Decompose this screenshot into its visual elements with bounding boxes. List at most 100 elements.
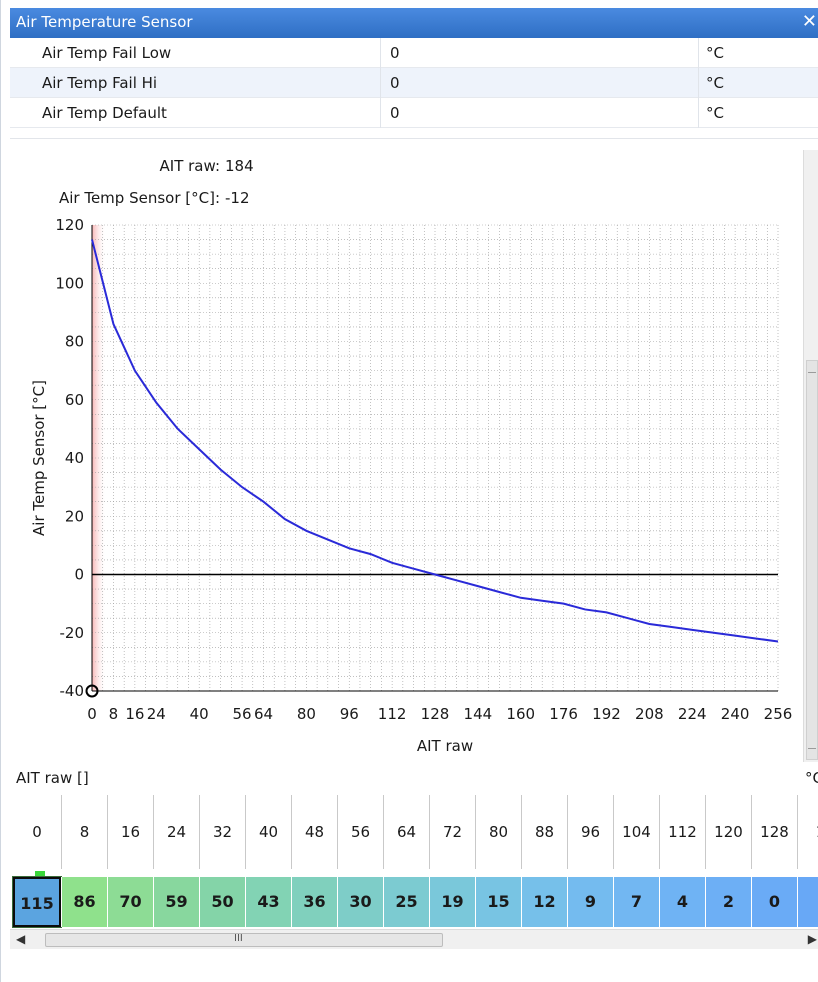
y-tick-label: 80 bbox=[65, 333, 84, 351]
x-tick-label: 56 bbox=[233, 705, 252, 723]
y-tick-label: 20 bbox=[65, 507, 84, 525]
title-bar[interactable]: Air Temperature Sensor ✕ bbox=[10, 8, 818, 38]
table-value-cell[interactable]: 4 bbox=[659, 877, 705, 927]
param-row-fail-hi[interactable]: Air Temp Fail Hi 0 °C bbox=[10, 68, 818, 98]
x-axis-title: AIT raw bbox=[417, 737, 473, 755]
x-tick-label: 192 bbox=[592, 705, 621, 723]
table-x-cell: 48 bbox=[291, 795, 337, 869]
param-value-field[interactable]: 0 bbox=[390, 74, 400, 92]
table-value-cell[interactable]: 25 bbox=[383, 877, 429, 927]
cursor-marker bbox=[85, 684, 99, 698]
scroll-grip-icon: III bbox=[234, 933, 243, 944]
raw-readout-label: AIT raw: bbox=[159, 157, 220, 175]
y-tick-label: 0 bbox=[74, 566, 84, 584]
table-value-cell[interactable]: 0 bbox=[751, 877, 797, 927]
scroll-right-icon[interactable]: ▶ bbox=[807, 932, 817, 946]
table-x-cell: 112 bbox=[659, 795, 705, 869]
vertical-scrollbar[interactable] bbox=[803, 150, 818, 762]
x-tick-label: 176 bbox=[549, 705, 578, 723]
raw-readout: AIT raw: 184 bbox=[10, 157, 330, 179]
x-tick-label: 208 bbox=[635, 705, 664, 723]
y-tick-label: 40 bbox=[65, 449, 84, 467]
table-value-cell[interactable]: 9 bbox=[567, 877, 613, 927]
table-value-cell[interactable]: 19 bbox=[429, 877, 475, 927]
x-tick-label: 80 bbox=[297, 705, 316, 723]
window-title: Air Temperature Sensor bbox=[16, 13, 193, 31]
temp-readout-label: Air Temp Sensor [°C]: bbox=[58, 189, 220, 207]
table-x-cell: 88 bbox=[521, 795, 567, 869]
param-value-field[interactable]: 0 bbox=[390, 104, 400, 122]
temperature-curve-line bbox=[91, 239, 779, 643]
param-unit: °C bbox=[706, 74, 724, 92]
column-divider bbox=[698, 68, 699, 98]
table-value-cell[interactable]: 30 bbox=[337, 877, 383, 927]
horizontal-scrollbar[interactable]: ◀ III ▶ bbox=[10, 929, 818, 949]
column-divider bbox=[380, 98, 381, 128]
table-value-cell[interactable]: 2 bbox=[705, 877, 751, 927]
table-value-cell[interactable]: 86 bbox=[61, 877, 107, 927]
x-tick-label: 128 bbox=[421, 705, 450, 723]
x-tick-label: 8 bbox=[109, 705, 119, 723]
x-tick-label: 112 bbox=[378, 705, 407, 723]
y-axis-title: Air Temp Sensor [°C] bbox=[30, 380, 48, 536]
table-value-cell[interactable]: 7 bbox=[613, 877, 659, 927]
table-unit-label: °C bbox=[805, 769, 818, 787]
column-divider bbox=[698, 98, 699, 128]
table-value-cell[interactable] bbox=[797, 877, 818, 927]
scroll-grip-icon bbox=[808, 372, 816, 373]
scroll-grip-icon bbox=[808, 748, 816, 749]
table-x-cell: 56 bbox=[337, 795, 383, 869]
param-unit: °C bbox=[706, 104, 724, 122]
table-x-cell: 1 bbox=[797, 795, 818, 869]
x-tick-label: 16 bbox=[125, 705, 144, 723]
chart-panel: AIT raw: 184 Air Temp Sensor [°C]: -12 1… bbox=[10, 138, 818, 763]
param-row-fail-low[interactable]: Air Temp Fail Low 0 °C bbox=[10, 38, 818, 68]
x-tick-label: 0 bbox=[87, 705, 97, 723]
table-value-cell-selected[interactable]: 115 bbox=[12, 876, 62, 928]
temp-readout-value: -12 bbox=[225, 189, 250, 207]
x-tick-label: 224 bbox=[678, 705, 707, 723]
x-tick-label: 40 bbox=[190, 705, 209, 723]
table-x-cell: 40 bbox=[245, 795, 291, 869]
table-x-cell: 64 bbox=[383, 795, 429, 869]
vertical-scroll-thumb[interactable] bbox=[806, 360, 818, 760]
x-tick-label: 24 bbox=[147, 705, 166, 723]
param-row-default[interactable]: Air Temp Default 0 °C bbox=[10, 98, 818, 128]
x-tick-label: 240 bbox=[721, 705, 750, 723]
x-tick-label: 64 bbox=[254, 705, 273, 723]
selected-cell-marker bbox=[35, 871, 45, 879]
raw-readout-value: 184 bbox=[225, 157, 254, 175]
table-x-cell: 104 bbox=[613, 795, 659, 869]
table-value-cell[interactable]: 50 bbox=[199, 877, 245, 927]
temp-readout: Air Temp Sensor [°C]: -12 bbox=[10, 189, 330, 211]
table-value-cell[interactable]: 12 bbox=[521, 877, 567, 927]
table-x-cell: 8 bbox=[61, 795, 107, 869]
calibration-table: AIT raw [] °C 0 8 16 24 32 40 48 56 64 72 80 88 96 10… bbox=[10, 763, 818, 982]
y-tick-label: 120 bbox=[55, 216, 84, 234]
x-tick-label: 96 bbox=[340, 705, 359, 723]
horizontal-scroll-thumb[interactable] bbox=[45, 933, 443, 947]
close-icon[interactable]: ✕ bbox=[801, 11, 817, 32]
x-tick-label: 256 bbox=[764, 705, 793, 723]
param-name: Air Temp Fail Low bbox=[42, 44, 172, 62]
column-divider bbox=[698, 38, 699, 68]
param-value-field[interactable]: 0 bbox=[390, 44, 400, 62]
y-tick-label: 60 bbox=[65, 391, 84, 409]
table-x-cell: 16 bbox=[107, 795, 153, 869]
y-tick-label: -40 bbox=[60, 682, 85, 700]
table-value-cell[interactable]: 15 bbox=[475, 877, 521, 927]
x-tick-label: 144 bbox=[464, 705, 493, 723]
table-value-cell[interactable]: 70 bbox=[107, 877, 153, 927]
column-divider bbox=[380, 38, 381, 68]
table-value-cell[interactable]: 59 bbox=[153, 877, 199, 927]
table-value-cell[interactable]: 43 bbox=[245, 877, 291, 927]
scroll-left-icon[interactable]: ◀ bbox=[16, 932, 26, 946]
x-tick-label: 160 bbox=[506, 705, 535, 723]
table-x-cell: 120 bbox=[705, 795, 751, 869]
table-value-cell[interactable]: 36 bbox=[291, 877, 337, 927]
table-x-cell: 0 bbox=[32, 823, 42, 841]
param-name: Air Temp Default bbox=[42, 104, 167, 122]
y-tick-label: -20 bbox=[60, 624, 85, 642]
